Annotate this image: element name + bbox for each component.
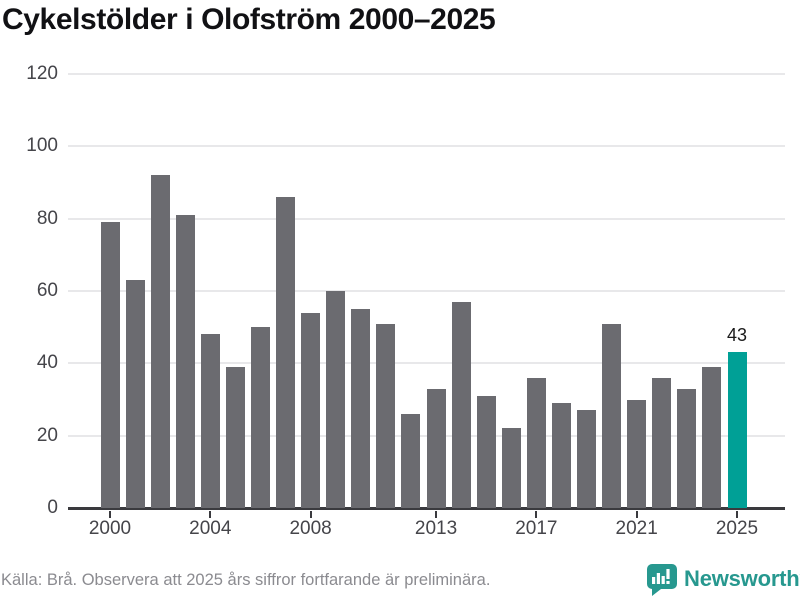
bar-2018 <box>551 403 571 508</box>
y-tick-label-0: 0 <box>47 497 58 518</box>
bar-2021 <box>627 399 647 508</box>
chart-title: Cykelstölder i Olofström 2000–2025 <box>2 3 496 36</box>
source-note: Källa: Brå. Observera att 2025 års siffr… <box>1 571 491 589</box>
gridline-40 <box>68 362 785 365</box>
gridline-100 <box>68 145 785 148</box>
x-tick-2021 <box>635 511 638 518</box>
y-tick-label-60: 60 <box>36 280 58 301</box>
bar-2014 <box>451 301 471 508</box>
bar-2009 <box>326 291 346 508</box>
newsworthy-logo-text: Newsworthy <box>684 566 800 591</box>
x-tick-label-2000: 2000 <box>88 518 132 539</box>
bar-2001 <box>125 280 145 508</box>
x-tick-label-2017: 2017 <box>515 518 558 539</box>
y-tick-label-20: 20 <box>36 424 58 446</box>
bar-2000 <box>100 222 120 508</box>
x-tick-label-2004: 2004 <box>189 518 232 539</box>
x-tick-2000 <box>109 511 111 518</box>
newsworthy-icon <box>647 564 677 596</box>
x-tick-label-2021: 2021 <box>615 518 658 539</box>
bar-2024 <box>702 366 722 508</box>
gridline-20 <box>68 434 785 437</box>
x-tick-2004 <box>209 511 212 518</box>
x-tick-2025 <box>736 511 738 518</box>
bar-2008 <box>301 312 321 508</box>
bar-2013 <box>426 388 446 508</box>
gridline-60 <box>68 290 785 292</box>
bar-2002 <box>150 175 170 508</box>
x-tick-label-2008: 2008 <box>289 518 332 539</box>
bar-2005 <box>225 366 245 508</box>
bar-2022 <box>652 377 672 508</box>
bar-2016 <box>501 428 521 508</box>
bar-2023 <box>677 388 697 508</box>
x-tick-2017 <box>535 511 538 518</box>
bar-2006 <box>250 327 270 508</box>
bar-2007 <box>276 196 296 508</box>
bar-2004 <box>200 334 220 508</box>
x-axis-line <box>68 507 785 510</box>
gridline-120 <box>68 73 785 75</box>
bar-2011 <box>376 323 396 508</box>
x-tick-label-2013: 2013 <box>414 518 458 539</box>
x-tick-label-2025: 2025 <box>715 518 759 539</box>
bar-2010 <box>351 309 371 508</box>
gridline-80 <box>68 217 785 220</box>
newsworthy-logo[interactable]: Newsworthy <box>644 561 800 597</box>
bar-2020 <box>602 323 622 508</box>
y-tick-label-80: 80 <box>36 207 58 229</box>
bar-2015 <box>476 395 496 508</box>
x-tick-2008 <box>309 511 312 518</box>
x-tick-2013 <box>435 511 438 518</box>
bar-2025 <box>727 352 747 508</box>
y-tick-label-100: 100 <box>26 135 58 157</box>
y-tick-label-120: 120 <box>26 63 58 84</box>
plot-area: 43 <box>68 73 785 510</box>
bar-2012 <box>401 413 421 508</box>
bar-2019 <box>577 410 597 508</box>
y-tick-label-40: 40 <box>36 352 58 374</box>
bar-2003 <box>175 215 195 508</box>
highlight-value-label: 43 <box>726 325 748 346</box>
bar-2017 <box>526 377 546 508</box>
